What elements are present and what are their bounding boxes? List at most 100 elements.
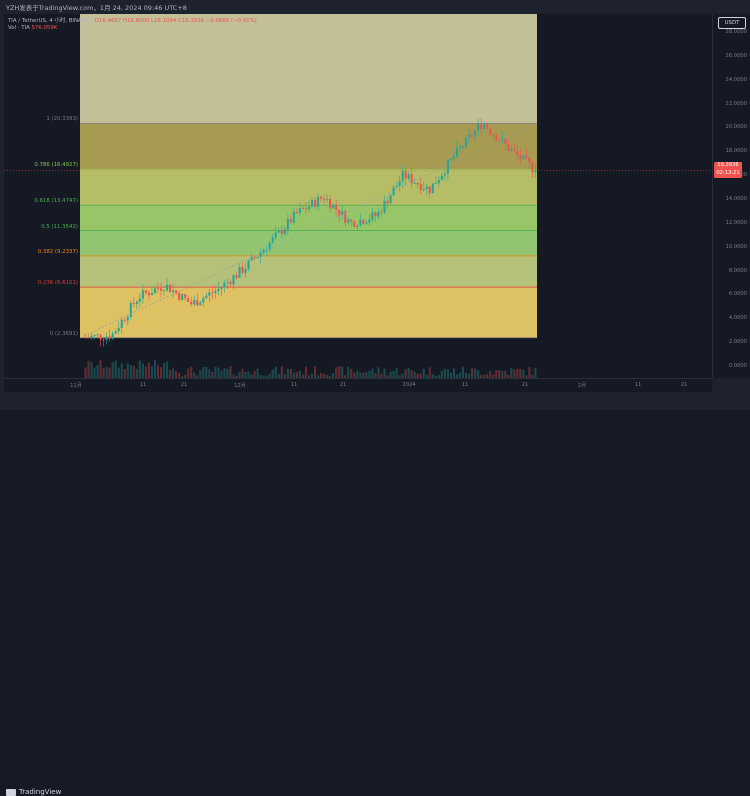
volume-bar: [138, 360, 141, 378]
volume-bar: [268, 373, 271, 378]
volume-bar: [362, 372, 365, 378]
volume-bar: [341, 366, 344, 378]
candle-body: [301, 208, 305, 209]
candle-body: [344, 211, 347, 224]
symbol-name[interactable]: TIA / TetherUS, 4 小时, BINANCE: [8, 18, 93, 24]
candle-body: [147, 292, 150, 296]
volume-bar: [446, 369, 449, 378]
candle-body: [172, 290, 175, 293]
volume-bar: [377, 367, 380, 378]
volume-bar: [347, 366, 350, 378]
volume-bar: [144, 366, 147, 378]
candle-body: [226, 281, 229, 283]
volume-bar: [193, 372, 196, 378]
volume-bar: [425, 375, 428, 378]
volume-bar: [220, 370, 223, 378]
price-axis[interactable]: 28.0000 26.0000 24.0000 22.0000 20.0000 18.00…: [712, 14, 750, 378]
volume-bar: [437, 374, 440, 378]
candle-body: [513, 149, 516, 151]
candle-body: [477, 124, 480, 131]
candle-body: [208, 292, 211, 296]
candle-body: [229, 281, 232, 285]
candle-body: [534, 170, 537, 173]
time-tick-label: 2024: [402, 382, 416, 388]
candle-body: [310, 199, 314, 207]
chart-plot-area[interactable]: TIA / TetherUS, 4 小时, BINANCE O16.4667 H…: [4, 14, 712, 378]
fib-band: [80, 230, 537, 256]
candle-body: [501, 138, 504, 142]
volume-bar: [256, 368, 259, 378]
price-tick-label: 10.0000: [725, 243, 747, 250]
fib-band: [80, 169, 537, 206]
volume-bar: [434, 375, 437, 378]
candle-body: [486, 124, 489, 129]
price-tick-label: 14.0000: [725, 196, 747, 202]
candle-body: [365, 222, 368, 224]
candle-body: [480, 124, 483, 130]
volume-bar: [329, 375, 332, 378]
candle-body: [431, 183, 434, 194]
candle-body: [105, 336, 108, 340]
candle-body: [307, 206, 311, 210]
title-bar: YZH发表于TradingView.com，1月 24, 2024 09:46 …: [0, 0, 750, 14]
fib-band: [80, 123, 537, 170]
candle-body: [162, 290, 166, 292]
volume-bar: [150, 366, 154, 378]
volume-bar: [301, 374, 305, 378]
volume-bar: [108, 367, 111, 378]
time-axis[interactable]: 11月 11 21 12月 11 21 2024 11 21 2月 11 21: [4, 378, 712, 393]
price-tick-label: 18.0000: [725, 148, 747, 155]
fib-level-label: 0.236 (6.6101): [37, 280, 78, 287]
candle-body: [217, 288, 220, 292]
candle-body: [274, 232, 277, 238]
volume-bar: [522, 369, 525, 378]
candle-body: [223, 282, 226, 288]
volume-bar: [507, 374, 510, 378]
volume-bar: [495, 370, 498, 378]
fib-level-label: 0.382 (9.2337): [37, 248, 78, 255]
change-value: −0.0680 (−0.41%): [205, 18, 257, 24]
volume-bar: [483, 374, 486, 378]
brand-name: TradingView: [19, 788, 62, 796]
volume-bar: [525, 375, 528, 378]
candle-body: [93, 334, 96, 336]
candle-body: [474, 130, 477, 137]
volume-bar: [165, 361, 169, 378]
price-tick-label: 4.0000: [728, 315, 747, 322]
candle-body: [102, 339, 105, 341]
candle-body: [238, 267, 241, 278]
candle-body: [467, 134, 471, 138]
volume-bar: [214, 366, 217, 378]
volume-bar: [244, 372, 247, 378]
volume-bar: [320, 372, 323, 378]
price-tick-label: 28.0000: [725, 29, 747, 35]
volume-bar: [449, 372, 452, 378]
tradingview-logo[interactable]: TradingView: [6, 788, 61, 796]
volume-bar: [117, 367, 120, 378]
volume-legend[interactable]: Vol · TIA 576.059K: [8, 25, 57, 31]
fib-trend-line[interactable]: [79, 123, 538, 339]
candle-body: [114, 331, 117, 334]
candle-body: [235, 275, 238, 278]
candle-body: [241, 267, 244, 274]
symbol-legend[interactable]: TIA / TetherUS, 4 小时, BINANCE O16.4667 H…: [8, 16, 257, 24]
volume-bar: [241, 368, 244, 378]
candle-body: [368, 219, 371, 223]
candle-body: [489, 128, 492, 135]
volume-bar: [401, 373, 404, 378]
candle-body: [504, 138, 507, 144]
volume-bar: [326, 375, 329, 378]
candle-body: [280, 230, 283, 234]
currency-button[interactable]: USDT: [718, 17, 746, 29]
volume-bar: [519, 368, 522, 378]
volume-bar: [232, 374, 235, 378]
candle-body: [519, 154, 522, 160]
candle-body: [437, 179, 440, 184]
volume-bar: [356, 370, 359, 378]
price-chart[interactable]: [4, 14, 712, 378]
candle-body: [338, 209, 341, 216]
candle-body: [374, 212, 377, 217]
candle-body: [271, 237, 274, 243]
volume-bar: [513, 369, 516, 378]
volume-bar: [368, 370, 371, 378]
